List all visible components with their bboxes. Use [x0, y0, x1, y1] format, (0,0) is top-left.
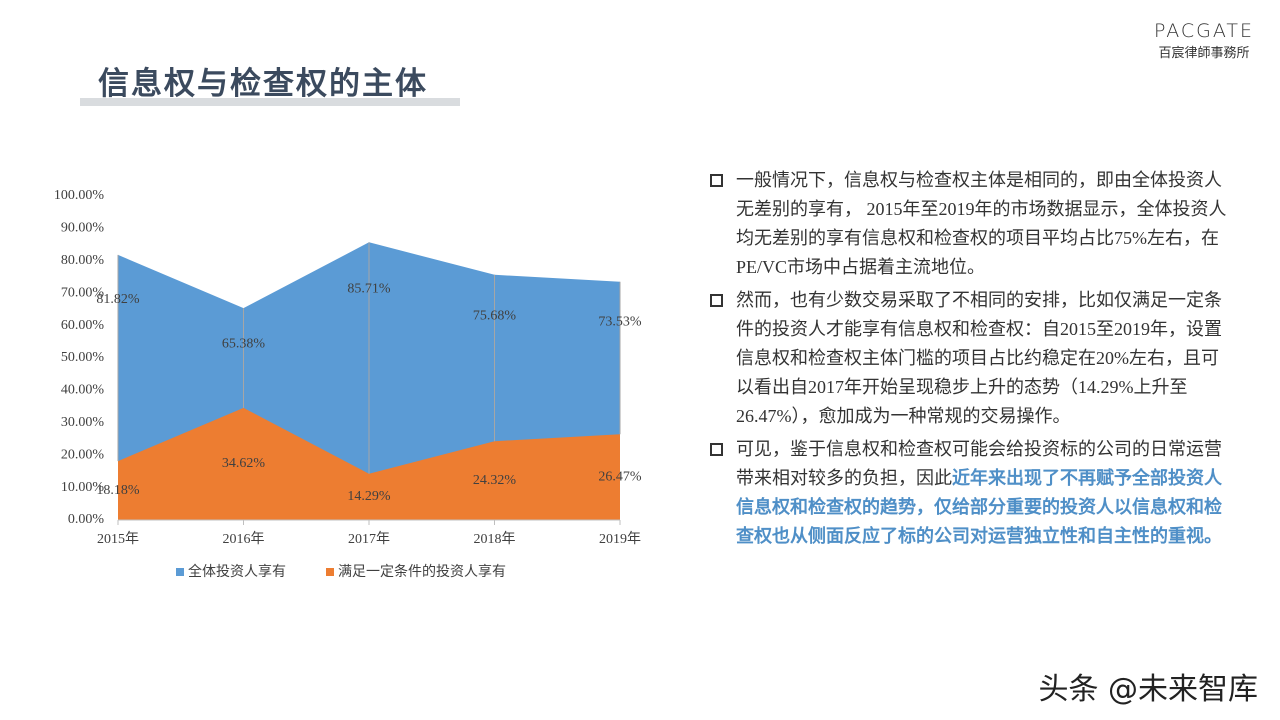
logo: PACGATE 百宸律師事務所 [1154, 20, 1254, 61]
y-tick-label: 80.00% [61, 253, 105, 268]
bullet-text: 然而，也有少数交易采取了不相同的安排，比如仅满足一定条件的投资人才能享有信息权和… [736, 290, 1222, 426]
data-label: 14.29% [347, 489, 391, 504]
y-tick-label: 50.00% [61, 350, 105, 365]
chart: 0.00% 10.00% 20.00% 30.00% 40.00% 50.00% 60.00… [54, 188, 642, 580]
x-tick-label: 2015年 [97, 531, 139, 547]
y-tick-label: 100.00% [54, 188, 105, 203]
y-tick-label: 70.00% [61, 285, 105, 300]
y-tick-label: 30.00% [61, 415, 105, 430]
bullet: 然而，也有少数交易采取了不相同的安排，比如仅满足一定条件的投资人才能享有信息权和… [708, 286, 1228, 431]
data-label: 18.18% [96, 483, 140, 498]
logo-subtitle: 百宸律師事務所 [1158, 46, 1250, 61]
logo-name: PACGATE [1153, 20, 1254, 42]
y-tick-label: 0.00% [68, 512, 105, 527]
data-label: 24.32% [473, 473, 517, 488]
x-tick-label: 2019年 [599, 531, 641, 547]
data-label: 34.62% [222, 456, 266, 471]
data-label: 75.68% [473, 309, 517, 324]
bullet-text: 一般情况下，信息权与检查权主体是相同的，即由全体投资人无差别的享有， 2015年… [736, 170, 1227, 277]
y-tick-label: 20.00% [61, 447, 105, 462]
area [118, 407, 620, 520]
bullet: 一般情况下，信息权与检查权主体是相同的，即由全体投资人无差别的享有， 2015年… [708, 166, 1228, 282]
x-tick-label: 2017年 [348, 531, 390, 547]
x-tick-label: 2018年 [474, 531, 516, 547]
x-tick-label: 2016年 [223, 531, 265, 547]
y-tick-label: 60.00% [61, 318, 105, 333]
legend-label: 全体投资人享有 [188, 563, 286, 580]
data-label: 26.47% [598, 469, 642, 484]
y-tick-label: 10.00% [61, 480, 105, 495]
data-label: 73.53% [598, 314, 642, 329]
watermark: 头条 @未来智库 [1038, 672, 1258, 707]
bullet: 可见，鉴于信息权和检查权可能会给投资标的公司的日常运营带来相对较多的负担，因此近… [708, 435, 1228, 551]
title-underline [80, 98, 460, 106]
bullet-list: 一般情况下，信息权与检查权主体是相同的，即由全体投资人无差别的享有， 2015年… [708, 166, 1228, 555]
data-label: 81.82% [96, 292, 140, 307]
legend-swatch [326, 568, 334, 576]
legend-swatch [176, 568, 184, 576]
data-label: 85.71% [347, 282, 391, 297]
y-tick-label: 40.00% [61, 383, 105, 398]
data-label: 65.38% [222, 336, 266, 351]
slide-title: 信息权与检查权的主体 [98, 66, 428, 102]
bullet-highlight: 近年来出现了不再赋予全部投资人信息权和检查权的趋势，仅给部分重要的投资人以信息权… [736, 468, 1222, 546]
bullet-text: 可见，鉴于信息权和检查权可能会给投资标的公司的日常运营带来相对较多的负担，因此 [736, 439, 1222, 488]
legend-label: 满足一定条件的投资人享有 [338, 563, 506, 580]
y-tick-label: 90.00% [61, 221, 105, 236]
